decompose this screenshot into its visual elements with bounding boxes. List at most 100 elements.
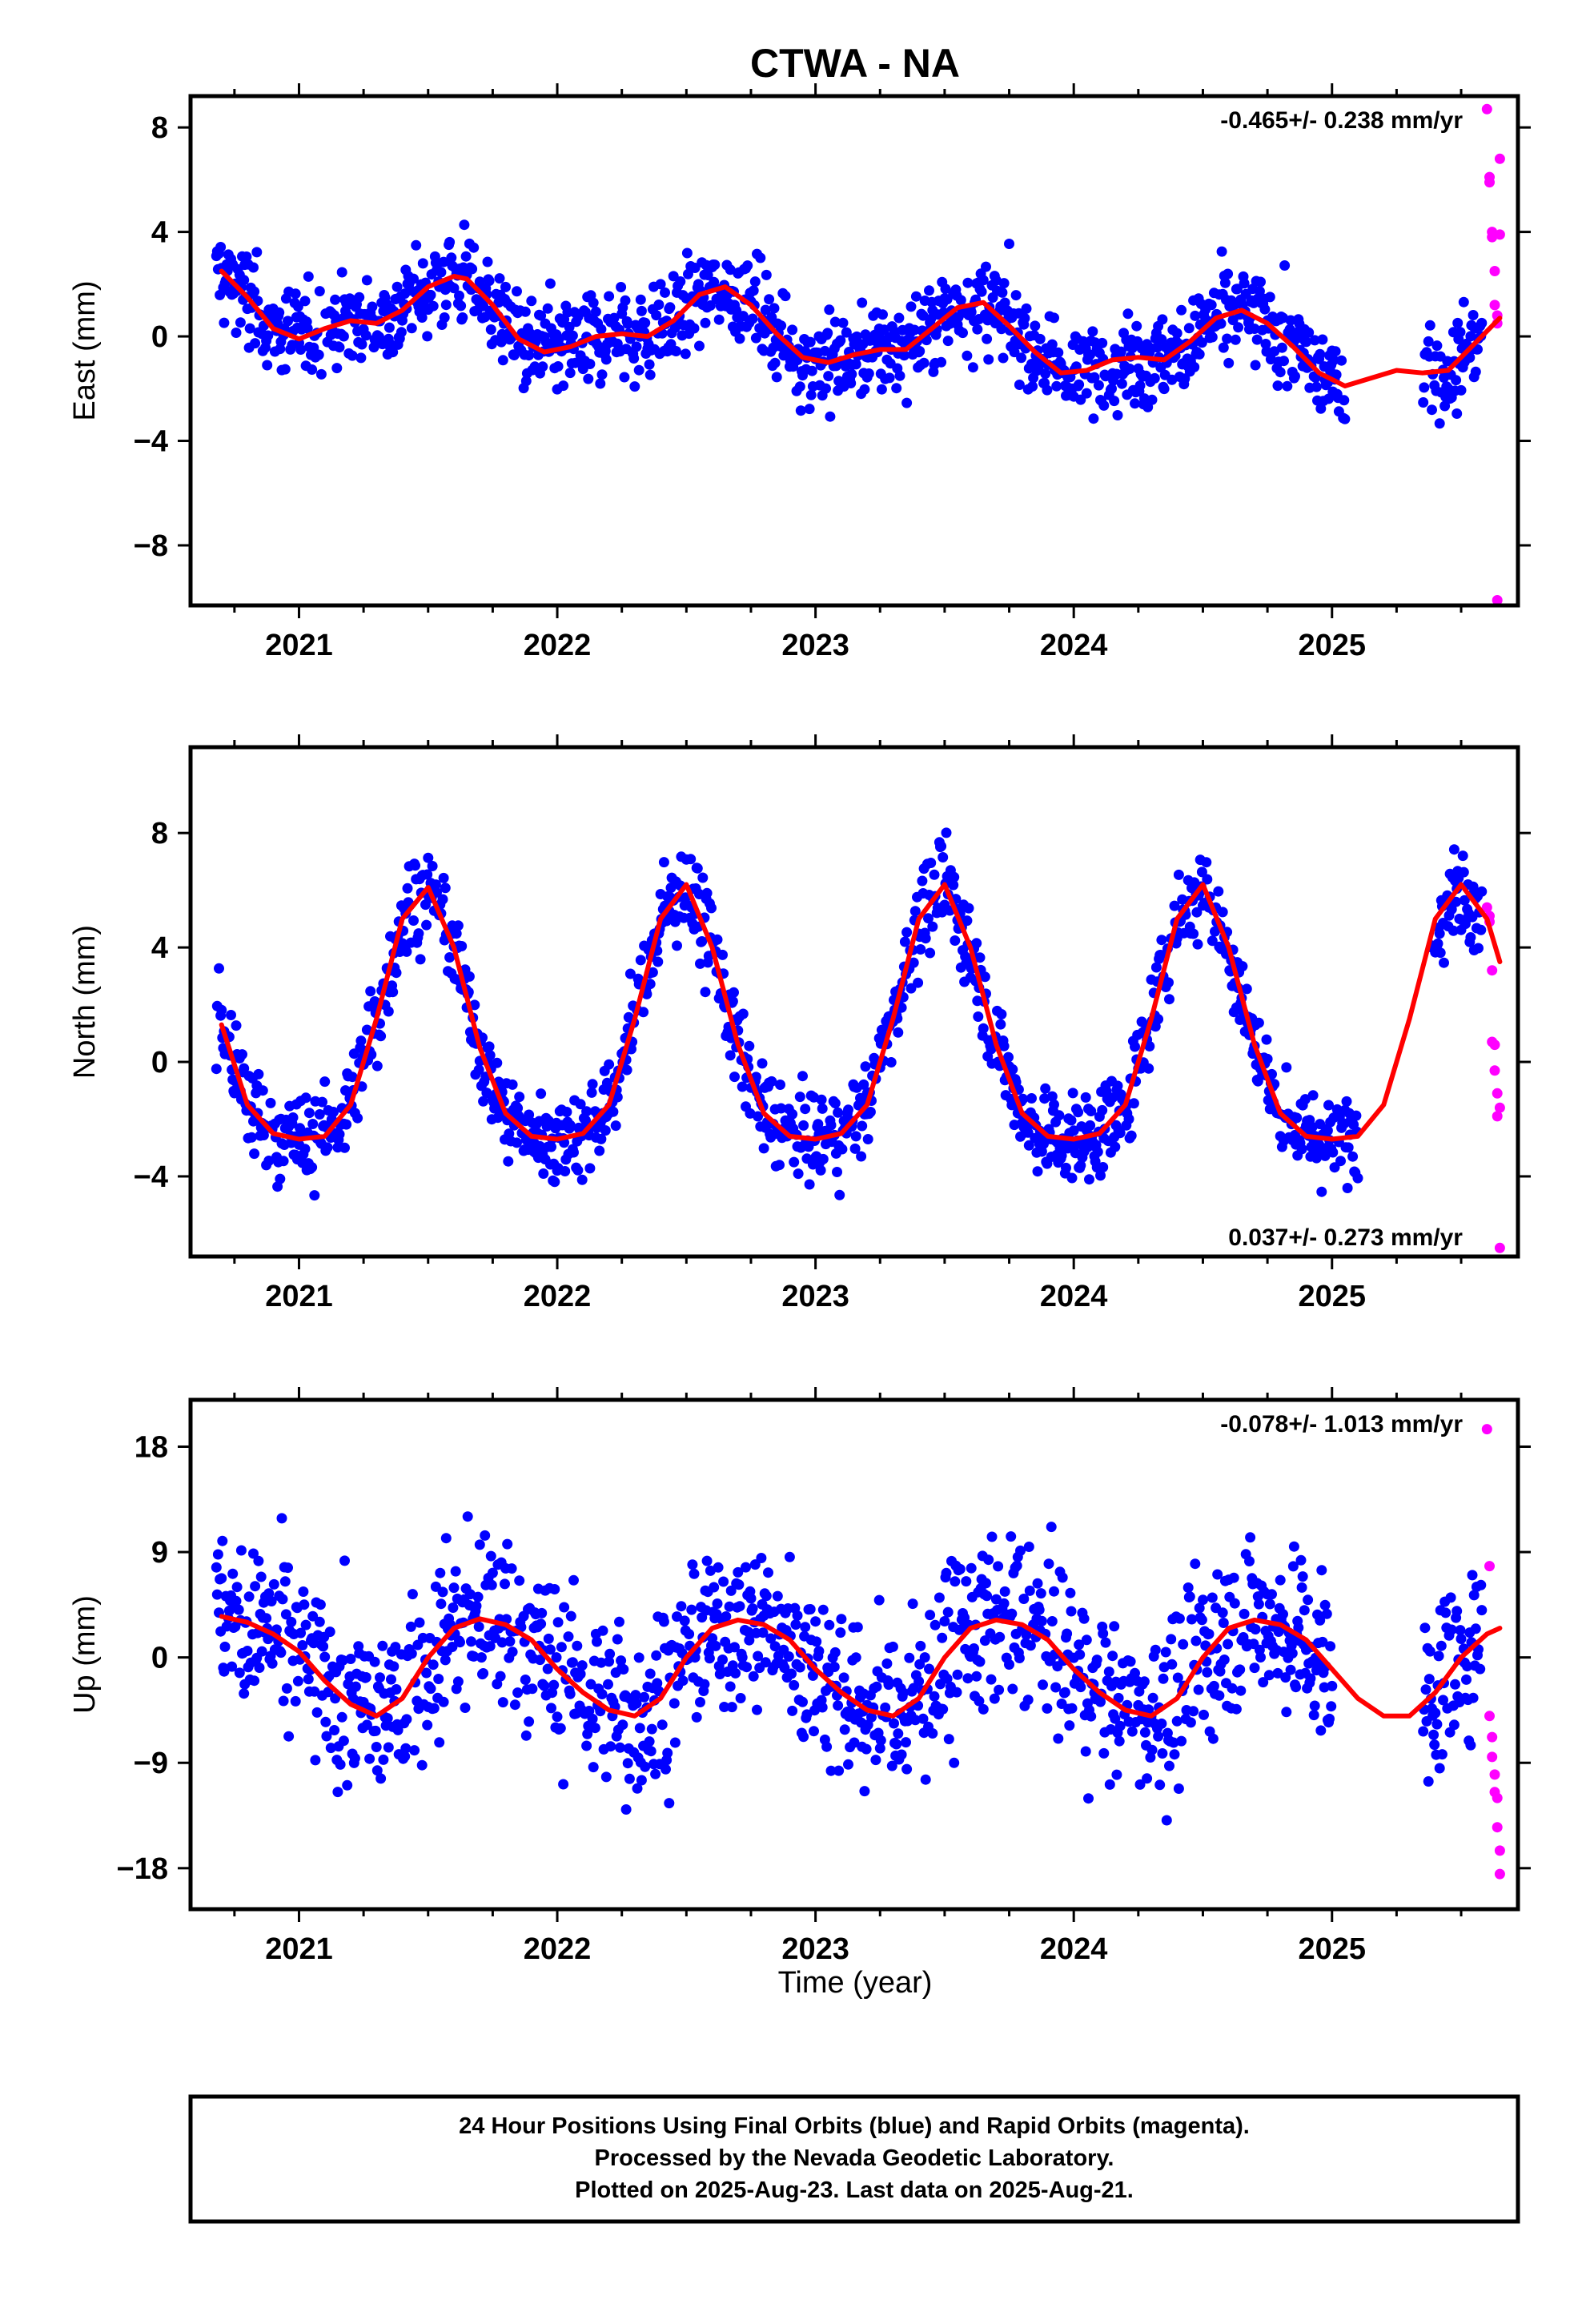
y-tick-label: 0 (151, 320, 168, 354)
final-orbit-point (789, 1156, 800, 1168)
final-orbit-point (485, 324, 496, 335)
final-orbit-point (1339, 395, 1350, 406)
final-orbit-point (438, 872, 449, 883)
final-orbit-point (1330, 346, 1341, 357)
final-orbit-point (1130, 1667, 1140, 1679)
final-orbit-point (249, 1148, 260, 1160)
final-orbit-point (1098, 1628, 1109, 1639)
final-orbit-point (471, 1600, 482, 1611)
final-orbit-point (774, 1160, 785, 1171)
final-orbit-point (1168, 1737, 1179, 1748)
final-orbit-point (336, 267, 347, 278)
final-orbit-point (1158, 384, 1170, 395)
final-orbit-point (775, 1080, 785, 1090)
final-orbit-point (1196, 866, 1207, 878)
final-orbit-point (276, 1513, 287, 1524)
final-orbit-point (438, 1696, 449, 1707)
final-orbit-point (741, 1562, 751, 1573)
final-orbit-point (1053, 347, 1064, 358)
final-orbit-point (849, 1737, 860, 1748)
final-orbit-point (917, 1713, 929, 1724)
final-orbit-point (1193, 1684, 1204, 1695)
final-orbit-point (951, 1687, 962, 1698)
final-orbit-point (1147, 1692, 1158, 1703)
final-orbit-point (378, 1754, 389, 1765)
final-orbit-point (1093, 380, 1104, 391)
final-orbit-point (456, 941, 468, 951)
final-orbit-point (322, 1142, 333, 1153)
final-orbit-point (1122, 308, 1134, 320)
final-orbit-point (345, 1654, 356, 1664)
final-orbit-point (1325, 1641, 1336, 1652)
final-orbit-point (239, 1063, 250, 1074)
final-orbit-point (1126, 1130, 1137, 1141)
final-orbit-point (1264, 292, 1275, 303)
final-orbit-point (582, 1728, 593, 1739)
final-orbit-point (861, 1743, 872, 1755)
final-orbit-point (369, 1656, 380, 1667)
final-orbit-point (520, 1730, 532, 1741)
final-orbit-point (263, 1588, 275, 1599)
final-orbit-point (891, 1739, 902, 1750)
final-orbit-point (512, 286, 522, 297)
final-orbit-point (390, 1642, 401, 1653)
final-orbit-point (1146, 1744, 1158, 1755)
final-orbit-point (764, 294, 775, 305)
final-orbit-point (718, 1576, 729, 1587)
final-orbit-point (1046, 1522, 1057, 1533)
final-orbit-point (1319, 1682, 1330, 1693)
final-orbit-point (275, 1647, 287, 1659)
final-orbit-point (1009, 347, 1020, 358)
final-orbit-point (1251, 334, 1263, 345)
x-tick-label: 2021 (265, 629, 333, 662)
final-orbit-point (239, 1688, 250, 1699)
final-orbit-point (360, 1672, 371, 1683)
final-orbit-point (536, 1618, 547, 1630)
final-orbit-point (596, 1133, 607, 1144)
final-orbit-point (347, 1072, 358, 1083)
final-orbit-point (500, 1578, 510, 1590)
final-orbit-point (1106, 383, 1117, 394)
final-orbit-point (990, 1594, 1002, 1605)
final-orbit-point (865, 1107, 876, 1117)
final-orbit-point (600, 354, 612, 365)
east-ticks: 2021 2022 2023 2024 2025 8 4 0 −4 −8 (134, 83, 1531, 662)
final-orbit-point (647, 967, 658, 978)
final-orbit-point (1190, 310, 1201, 321)
final-orbit-point (1065, 1587, 1076, 1598)
final-orbit-point (897, 1687, 909, 1699)
final-orbit-point (538, 1168, 549, 1179)
rapid-orbit-point (1494, 153, 1505, 164)
final-orbit-point (798, 1731, 809, 1743)
final-orbit-point (829, 1098, 841, 1109)
final-orbit-point (1098, 1162, 1109, 1172)
final-orbit-point (978, 275, 989, 286)
final-orbit-point (1085, 1120, 1096, 1131)
final-orbit-point (792, 1610, 803, 1621)
final-orbit-point (1458, 296, 1469, 308)
final-orbit-point (940, 283, 951, 295)
x-tick-label: 2023 (781, 1932, 849, 1966)
final-orbit-point (354, 292, 365, 303)
final-orbit-point (700, 987, 711, 998)
final-orbit-point (712, 1598, 723, 1609)
final-orbit-point (439, 312, 450, 323)
final-orbit-point (1107, 1092, 1118, 1104)
final-orbit-point (889, 1718, 899, 1729)
final-orbit-point (1462, 1661, 1473, 1672)
final-orbit-point (661, 915, 673, 927)
x-tick-label: 2024 (1040, 1280, 1108, 1313)
final-orbit-point (1049, 1586, 1059, 1597)
final-orbit-point (1328, 355, 1339, 366)
final-orbit-point (251, 247, 263, 258)
final-orbit-point (336, 1711, 347, 1723)
final-orbit-point (634, 1723, 645, 1734)
final-orbit-point (1009, 1120, 1020, 1131)
final-orbit-point (462, 1511, 473, 1522)
final-orbit-point (1446, 1624, 1457, 1635)
final-orbit-point (650, 1768, 661, 1779)
final-orbit-point (729, 987, 739, 998)
final-orbit-point (1203, 1628, 1215, 1639)
final-orbit-point (447, 1642, 458, 1652)
final-orbit-point (1351, 1110, 1362, 1121)
